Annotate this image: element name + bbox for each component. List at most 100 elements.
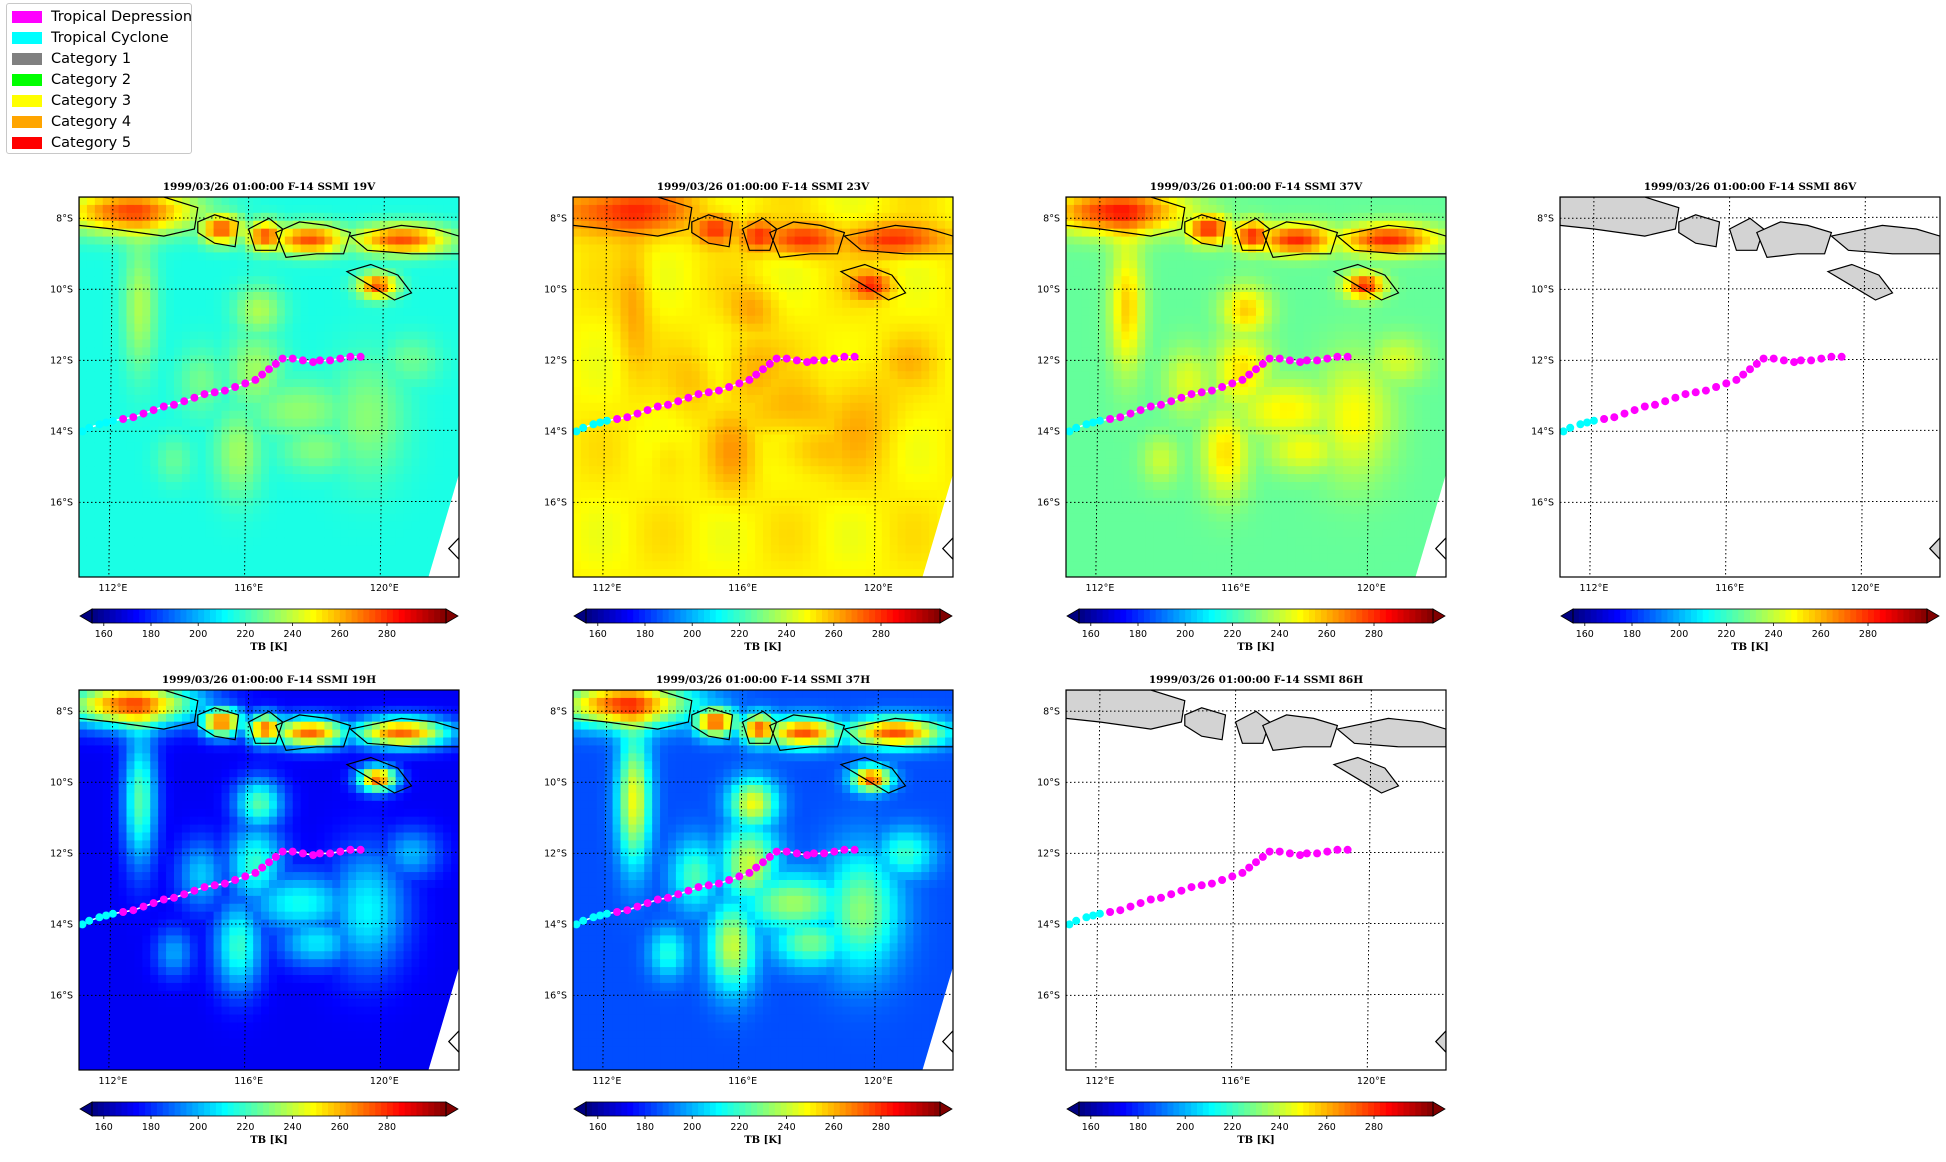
track-point xyxy=(315,849,324,858)
colorbar-tick-label: 200 xyxy=(683,629,701,640)
legend-swatch xyxy=(12,137,42,149)
track-point xyxy=(704,388,713,397)
track-point xyxy=(1095,909,1104,918)
track-point xyxy=(664,400,672,409)
y-tick-label: 8°S xyxy=(550,213,567,224)
x-tick-label: 116°E xyxy=(728,1076,757,1087)
map-panel: 1999/03/26 01:00:00 F-14 SSMI 37H 8°S 10°S… xyxy=(544,674,954,1146)
graticule xyxy=(79,197,459,577)
graticule xyxy=(1560,197,1940,577)
track-point xyxy=(1265,354,1274,363)
colorbar-tick-label: 180 xyxy=(142,629,160,640)
colorbar: 160 180 200 220 240 260 280 TB [K] xyxy=(1560,608,1940,653)
track-point xyxy=(95,913,104,922)
graticule xyxy=(1066,197,1446,577)
map-frame xyxy=(1559,196,1941,578)
storm-track xyxy=(573,352,859,438)
colorbar-extend-max xyxy=(445,1101,459,1117)
colorbar-tick-label: 240 xyxy=(284,1122,302,1133)
colorbar-tick-label: 260 xyxy=(1318,629,1336,640)
track-point xyxy=(1106,415,1115,423)
map-panel: 1999/03/26 01:00:00 F-14 SSMI 37V 8°S 10°S… xyxy=(1037,181,1447,653)
track-point xyxy=(803,851,812,860)
track-point xyxy=(1313,356,1322,365)
track-point xyxy=(1583,418,1592,427)
coastline xyxy=(197,707,240,741)
graticule xyxy=(1066,690,1446,1070)
y-tick-label: 14°S xyxy=(544,919,567,930)
colorbar-tick-label: 280 xyxy=(872,629,890,640)
track-point xyxy=(684,886,693,895)
y-tick-label: 14°S xyxy=(50,919,73,930)
track-point xyxy=(765,852,774,861)
track-point xyxy=(1630,406,1639,415)
track-point xyxy=(251,375,260,384)
track-point xyxy=(258,370,267,379)
storm-track xyxy=(573,845,859,931)
track-point xyxy=(1296,358,1305,367)
colorbar-extend-min xyxy=(1066,1101,1080,1117)
colorbar-extend-max xyxy=(1432,608,1446,624)
y-tick-label: 16°S xyxy=(544,497,567,508)
track-point xyxy=(1779,356,1788,365)
track-point xyxy=(1228,872,1237,881)
coastline xyxy=(1262,714,1339,752)
track-point xyxy=(1712,383,1721,391)
y-tick-label: 14°S xyxy=(1531,426,1554,437)
track-point xyxy=(782,847,791,856)
colorbar-tick-label: 220 xyxy=(236,1122,254,1133)
legend-entry: Tropical Depression xyxy=(12,9,192,25)
track-point xyxy=(1258,359,1267,368)
map-frame xyxy=(572,196,954,578)
legend: Tropical Depression Tropical Cyclone Categ… xyxy=(6,3,192,154)
track-point xyxy=(210,388,219,397)
track-point xyxy=(170,893,178,902)
track-point xyxy=(772,847,781,856)
track-point xyxy=(725,876,734,884)
track-point xyxy=(1177,886,1186,895)
track-point xyxy=(1323,847,1332,856)
track-point xyxy=(840,845,849,854)
track-point xyxy=(820,356,829,365)
track-point xyxy=(129,906,138,915)
colorbar-tick-label: 220 xyxy=(730,1122,748,1133)
y-tick-label: 10°S xyxy=(544,777,567,788)
track-point xyxy=(613,908,622,916)
track-point xyxy=(1252,858,1260,867)
y-tick-label: 14°S xyxy=(50,426,73,437)
track-point xyxy=(1116,413,1125,422)
track-point xyxy=(809,849,818,858)
track-point xyxy=(336,354,345,363)
colorbar-tick-label: 200 xyxy=(189,1122,207,1133)
track-point xyxy=(573,427,581,436)
track-point xyxy=(840,352,849,361)
track-point xyxy=(694,883,703,892)
track-point xyxy=(1323,354,1332,363)
colorbar-extend-max xyxy=(939,1101,953,1117)
track-point xyxy=(1790,358,1799,367)
track-point xyxy=(850,845,859,854)
track-point xyxy=(1560,427,1568,436)
track-point xyxy=(79,920,87,929)
legend-swatch xyxy=(12,53,42,65)
coastline xyxy=(1434,537,1446,561)
track-point xyxy=(1066,427,1074,436)
x-tick-label: 120°E xyxy=(1357,583,1386,594)
colorbar-tick-label: 240 xyxy=(1765,629,1783,640)
colorbar-tick-label: 200 xyxy=(1176,1122,1194,1133)
coastline xyxy=(573,690,693,730)
colorbar-extend-min xyxy=(1066,608,1080,624)
coastline xyxy=(573,197,693,237)
track-point xyxy=(210,881,219,890)
colorbar-label: TB [K] xyxy=(250,642,288,653)
track-point xyxy=(1837,352,1846,361)
track-point xyxy=(752,863,761,872)
x-tick-label: 120°E xyxy=(864,583,893,594)
track-point xyxy=(102,418,111,427)
panel-title: 1999/03/26 01:00:00 F-14 SSMI 19V xyxy=(163,181,376,193)
colorbar-tick-label: 160 xyxy=(95,629,113,640)
heatmap-field xyxy=(573,197,953,577)
coastline xyxy=(1678,214,1721,248)
track-point xyxy=(1807,356,1816,365)
coastline xyxy=(769,714,846,752)
